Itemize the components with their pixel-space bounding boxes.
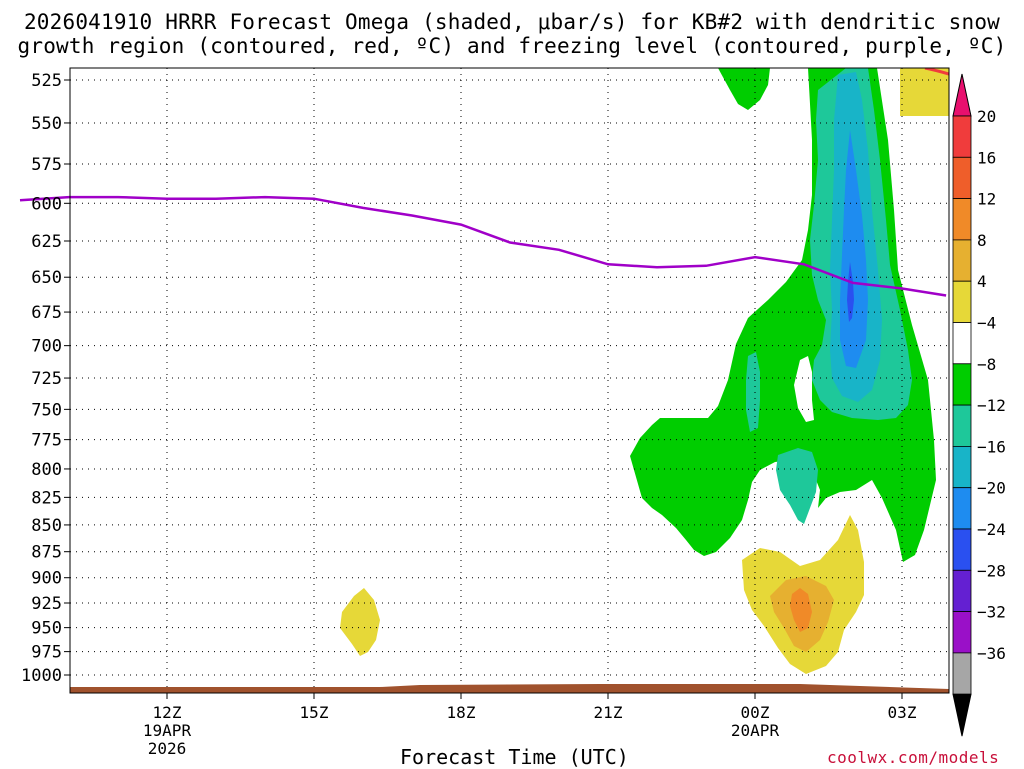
colorbar-arrow-top <box>952 73 972 117</box>
colorbar-label: −24 <box>977 520 1006 539</box>
colorbar-swatch <box>952 404 972 447</box>
colorbar-label: 12 <box>977 190 996 209</box>
y-tick-label: 975 <box>31 643 62 663</box>
credit-text: coolwx.com/models <box>827 748 1000 767</box>
colorbar-swatch <box>952 445 972 489</box>
y-tick-label: 550 <box>31 114 62 134</box>
colorbar: 20 16 12 8 4 −4 −8 −12 −16 −20 −24 −28 −32 −36 <box>952 73 1006 737</box>
omega-region-orange <box>790 588 812 632</box>
chart-grid <box>70 68 949 693</box>
colorbar-swatch <box>952 652 972 695</box>
y-tick-label: 525 <box>31 71 62 91</box>
colorbar-label: 16 <box>977 148 996 167</box>
x-tick-sublabel: 19APR <box>143 721 192 740</box>
x-tick-label: 18Z <box>447 703 476 722</box>
omega-region-green-top <box>718 68 770 110</box>
chart-title-line-1: 2026041910 HRRR Forecast Omega (shaded, … <box>23 10 1001 34</box>
y-tick-label: 1000 <box>21 666 62 686</box>
y-tick-label: 650 <box>31 268 62 288</box>
surface-terrain-band <box>70 684 949 693</box>
colorbar-label: 8 <box>977 231 987 250</box>
y-tick-label: 575 <box>31 155 62 175</box>
colorbar-label: −4 <box>977 314 996 333</box>
x-tick-sublabel: 2026 <box>148 739 187 758</box>
y-tick-label: 800 <box>31 460 62 480</box>
colorbar-label: −12 <box>977 396 1006 415</box>
colorbar-label: −32 <box>977 603 1006 622</box>
y-tick-label: 950 <box>31 619 62 639</box>
colorbar-label: −20 <box>977 479 1006 498</box>
omega-region-teal-low <box>776 448 818 524</box>
colorbar-arrow-bottom <box>952 693 972 737</box>
omega-region-deep-blue <box>847 262 854 322</box>
chart-title-line-2: growth region (contoured, red, ºC) and f… <box>17 34 1007 58</box>
y-tick-label: 625 <box>31 232 62 252</box>
y-tick-label: 850 <box>31 516 62 536</box>
x-tick-label: 15Z <box>300 703 329 722</box>
colorbar-swatch <box>952 363 972 406</box>
omega-shading <box>340 68 949 674</box>
colorbar-label: −16 <box>977 437 1006 456</box>
colorbar-label: −36 <box>977 644 1006 663</box>
y-tick-label: 825 <box>31 488 62 508</box>
omega-region-blue <box>840 130 868 368</box>
x-tick-sublabel: 20APR <box>731 721 780 740</box>
y-tick-label: 775 <box>31 431 62 451</box>
y-axis: 525 550 575 600 625 650 675 700 725 750 775 800 825 8… <box>21 71 70 686</box>
omega-region-yellow-top <box>900 68 949 116</box>
x-tick-label: 00Z <box>741 703 770 722</box>
y-tick-label: 600 <box>31 194 62 214</box>
x-axis-label: Forecast Time (UTC) <box>400 745 629 769</box>
dgz-contour-top <box>924 68 949 76</box>
y-tick-label: 750 <box>31 400 62 420</box>
colorbar-swatch <box>952 198 972 241</box>
colorbar-swatch <box>952 239 972 282</box>
freezing-level-series <box>19 195 947 297</box>
y-tick-label: 900 <box>31 569 62 589</box>
colorbar-swatch <box>952 280 972 323</box>
y-tick-label: 700 <box>31 337 62 357</box>
colorbar-swatch <box>952 528 972 571</box>
y-tick-label: 875 <box>31 543 62 563</box>
colorbar-swatch <box>952 569 972 612</box>
omega-region-teal-left <box>746 352 760 432</box>
colorbar-swatch <box>952 322 972 365</box>
x-tick-label: 21Z <box>594 703 623 722</box>
y-tick-label: 925 <box>31 594 62 614</box>
omega-region-yellow-left <box>340 588 380 656</box>
colorbar-swatch <box>952 115 972 158</box>
colorbar-swatch <box>952 611 972 654</box>
x-tick-label: 03Z <box>888 703 917 722</box>
colorbar-label: −28 <box>977 561 1006 580</box>
plot-frame <box>69 67 950 694</box>
x-tick-label: 12Z <box>153 703 182 722</box>
colorbar-label: 20 <box>977 107 996 126</box>
colorbar-label: 4 <box>977 272 987 291</box>
colorbar-swatch <box>952 156 972 200</box>
colorbar-swatch <box>952 487 972 530</box>
omega-gap-white <box>794 356 814 422</box>
colorbar-label: −8 <box>977 355 996 374</box>
y-tick-label: 725 <box>31 369 62 389</box>
y-tick-label: 675 <box>31 303 62 323</box>
